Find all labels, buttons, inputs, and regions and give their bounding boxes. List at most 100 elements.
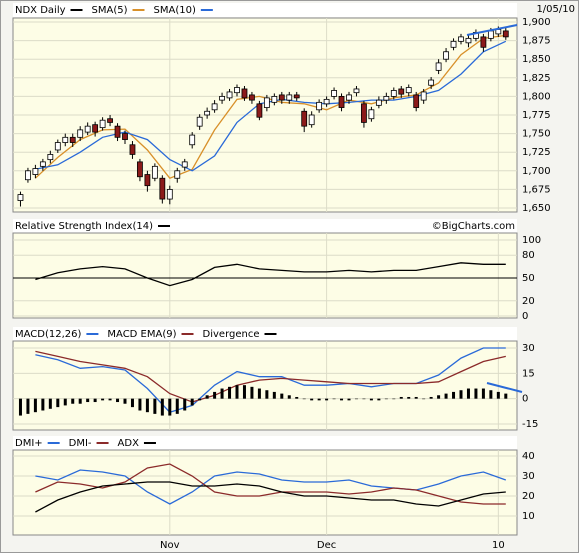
candle-body xyxy=(353,88,360,94)
divergence-bar xyxy=(78,398,82,404)
line-series xyxy=(34,34,506,179)
candle-body xyxy=(443,51,449,60)
candle-body xyxy=(256,103,263,118)
divergence-bar xyxy=(71,398,75,404)
divergence-bar xyxy=(145,398,149,413)
divergence-bar xyxy=(56,398,60,408)
y-tick-label: 40 xyxy=(522,451,535,462)
y-tick-label: 10 xyxy=(522,511,535,522)
y-tick-label: 1,700 xyxy=(522,166,551,177)
candle-body xyxy=(316,101,323,111)
candle-body xyxy=(301,110,308,127)
candle-body xyxy=(181,161,188,168)
candle-body xyxy=(398,88,405,95)
divergence-bar xyxy=(347,398,351,401)
candle-body xyxy=(219,96,225,101)
candle-body xyxy=(286,94,293,101)
divergence-bar xyxy=(399,396,403,399)
candle-body xyxy=(159,177,166,200)
divergence-bar xyxy=(48,398,52,409)
divergence-bar xyxy=(198,398,202,401)
candle-body xyxy=(338,96,345,108)
panel xyxy=(12,449,518,536)
y-tick-label: 1,725 xyxy=(522,147,551,158)
y-tick-label: 0 xyxy=(522,311,528,322)
candle-body xyxy=(47,154,54,161)
candle-body xyxy=(293,94,300,99)
panel-header xyxy=(13,3,517,17)
candle-body xyxy=(39,161,46,167)
divergence-bar xyxy=(123,398,127,404)
divergence-bar xyxy=(86,398,90,403)
candle-body xyxy=(323,98,330,105)
divergence-bar xyxy=(33,398,37,413)
candle-body xyxy=(413,94,420,108)
candle-body xyxy=(435,62,442,71)
divergence-bar xyxy=(354,398,358,400)
candle-body xyxy=(32,168,39,175)
divergence-bar xyxy=(175,398,179,414)
candle-body xyxy=(263,97,270,108)
divergence-bar xyxy=(466,388,470,399)
divergence-bar xyxy=(228,386,232,399)
candle-body xyxy=(346,94,352,101)
panel-header xyxy=(13,219,517,233)
divergence-bar xyxy=(265,390,269,399)
divergence-bar xyxy=(414,396,418,399)
legend-label: DMI- xyxy=(69,438,92,449)
divergence-bar xyxy=(317,398,321,401)
divergence-bar xyxy=(138,398,142,411)
candle-body xyxy=(144,174,151,187)
divergence-bar xyxy=(384,398,388,400)
candle-body xyxy=(308,114,315,126)
divergence-bar xyxy=(496,391,500,399)
candle-body xyxy=(196,116,203,127)
divergence-bar xyxy=(41,398,45,411)
candle-body xyxy=(62,136,69,143)
candle-body xyxy=(84,125,91,133)
candle-body xyxy=(375,99,382,106)
candle-body xyxy=(99,119,106,129)
legend-label: SMA(5) xyxy=(92,5,128,16)
y-tick-label: 50 xyxy=(522,273,535,284)
divergence-bar xyxy=(287,395,291,399)
divergence-bar xyxy=(18,398,22,416)
divergence-bar xyxy=(130,398,134,408)
candle-body xyxy=(174,170,181,179)
candle-body xyxy=(405,87,412,94)
divergence-bar xyxy=(295,396,299,399)
y-tick-label: 1,650 xyxy=(522,203,551,214)
y-tick-label: 100 xyxy=(522,235,541,246)
candle-body xyxy=(114,125,121,138)
watermark: ©BigCharts.com xyxy=(432,221,515,232)
candle-body xyxy=(428,79,435,86)
panel xyxy=(12,340,518,431)
divergence-bar xyxy=(108,398,112,401)
y-tick-label: 1,750 xyxy=(522,129,551,140)
line-series xyxy=(35,347,506,413)
candle-body xyxy=(69,136,76,143)
candle-body xyxy=(480,36,487,48)
y-tick-label: 20 xyxy=(522,491,535,502)
legend-label: DMI+ xyxy=(15,438,43,449)
y-tick-label: 20 xyxy=(522,296,535,307)
candle-body xyxy=(17,194,24,201)
divergence-bar xyxy=(280,393,284,399)
y-tick-label: 1,825 xyxy=(522,73,551,84)
candle-body xyxy=(271,96,278,103)
legend-label: SMA(10) xyxy=(154,5,196,16)
y-tick-label: 30 xyxy=(522,343,535,354)
legend-label: ADX xyxy=(118,438,140,449)
divergence-bar xyxy=(437,395,441,399)
candle-body xyxy=(25,170,31,181)
divergence-bar xyxy=(242,385,246,399)
candle-body xyxy=(361,103,367,123)
divergence-bar xyxy=(257,388,261,399)
divergence-bar xyxy=(213,391,217,399)
divergence-bar xyxy=(504,393,508,399)
y-tick-label: -15 xyxy=(522,419,538,430)
candle-body xyxy=(368,109,375,120)
candle-body xyxy=(122,133,128,140)
